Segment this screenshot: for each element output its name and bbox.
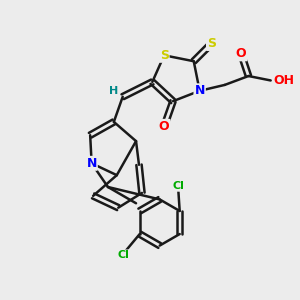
- Text: N: N: [86, 157, 97, 170]
- Text: Cl: Cl: [172, 181, 184, 191]
- Text: OH: OH: [273, 74, 294, 87]
- Text: S: S: [207, 37, 216, 50]
- Text: N: N: [194, 84, 205, 97]
- Text: O: O: [159, 120, 170, 133]
- Text: H: H: [109, 86, 118, 96]
- Text: O: O: [236, 47, 246, 60]
- Text: S: S: [160, 49, 169, 62]
- Text: Cl: Cl: [118, 250, 129, 260]
